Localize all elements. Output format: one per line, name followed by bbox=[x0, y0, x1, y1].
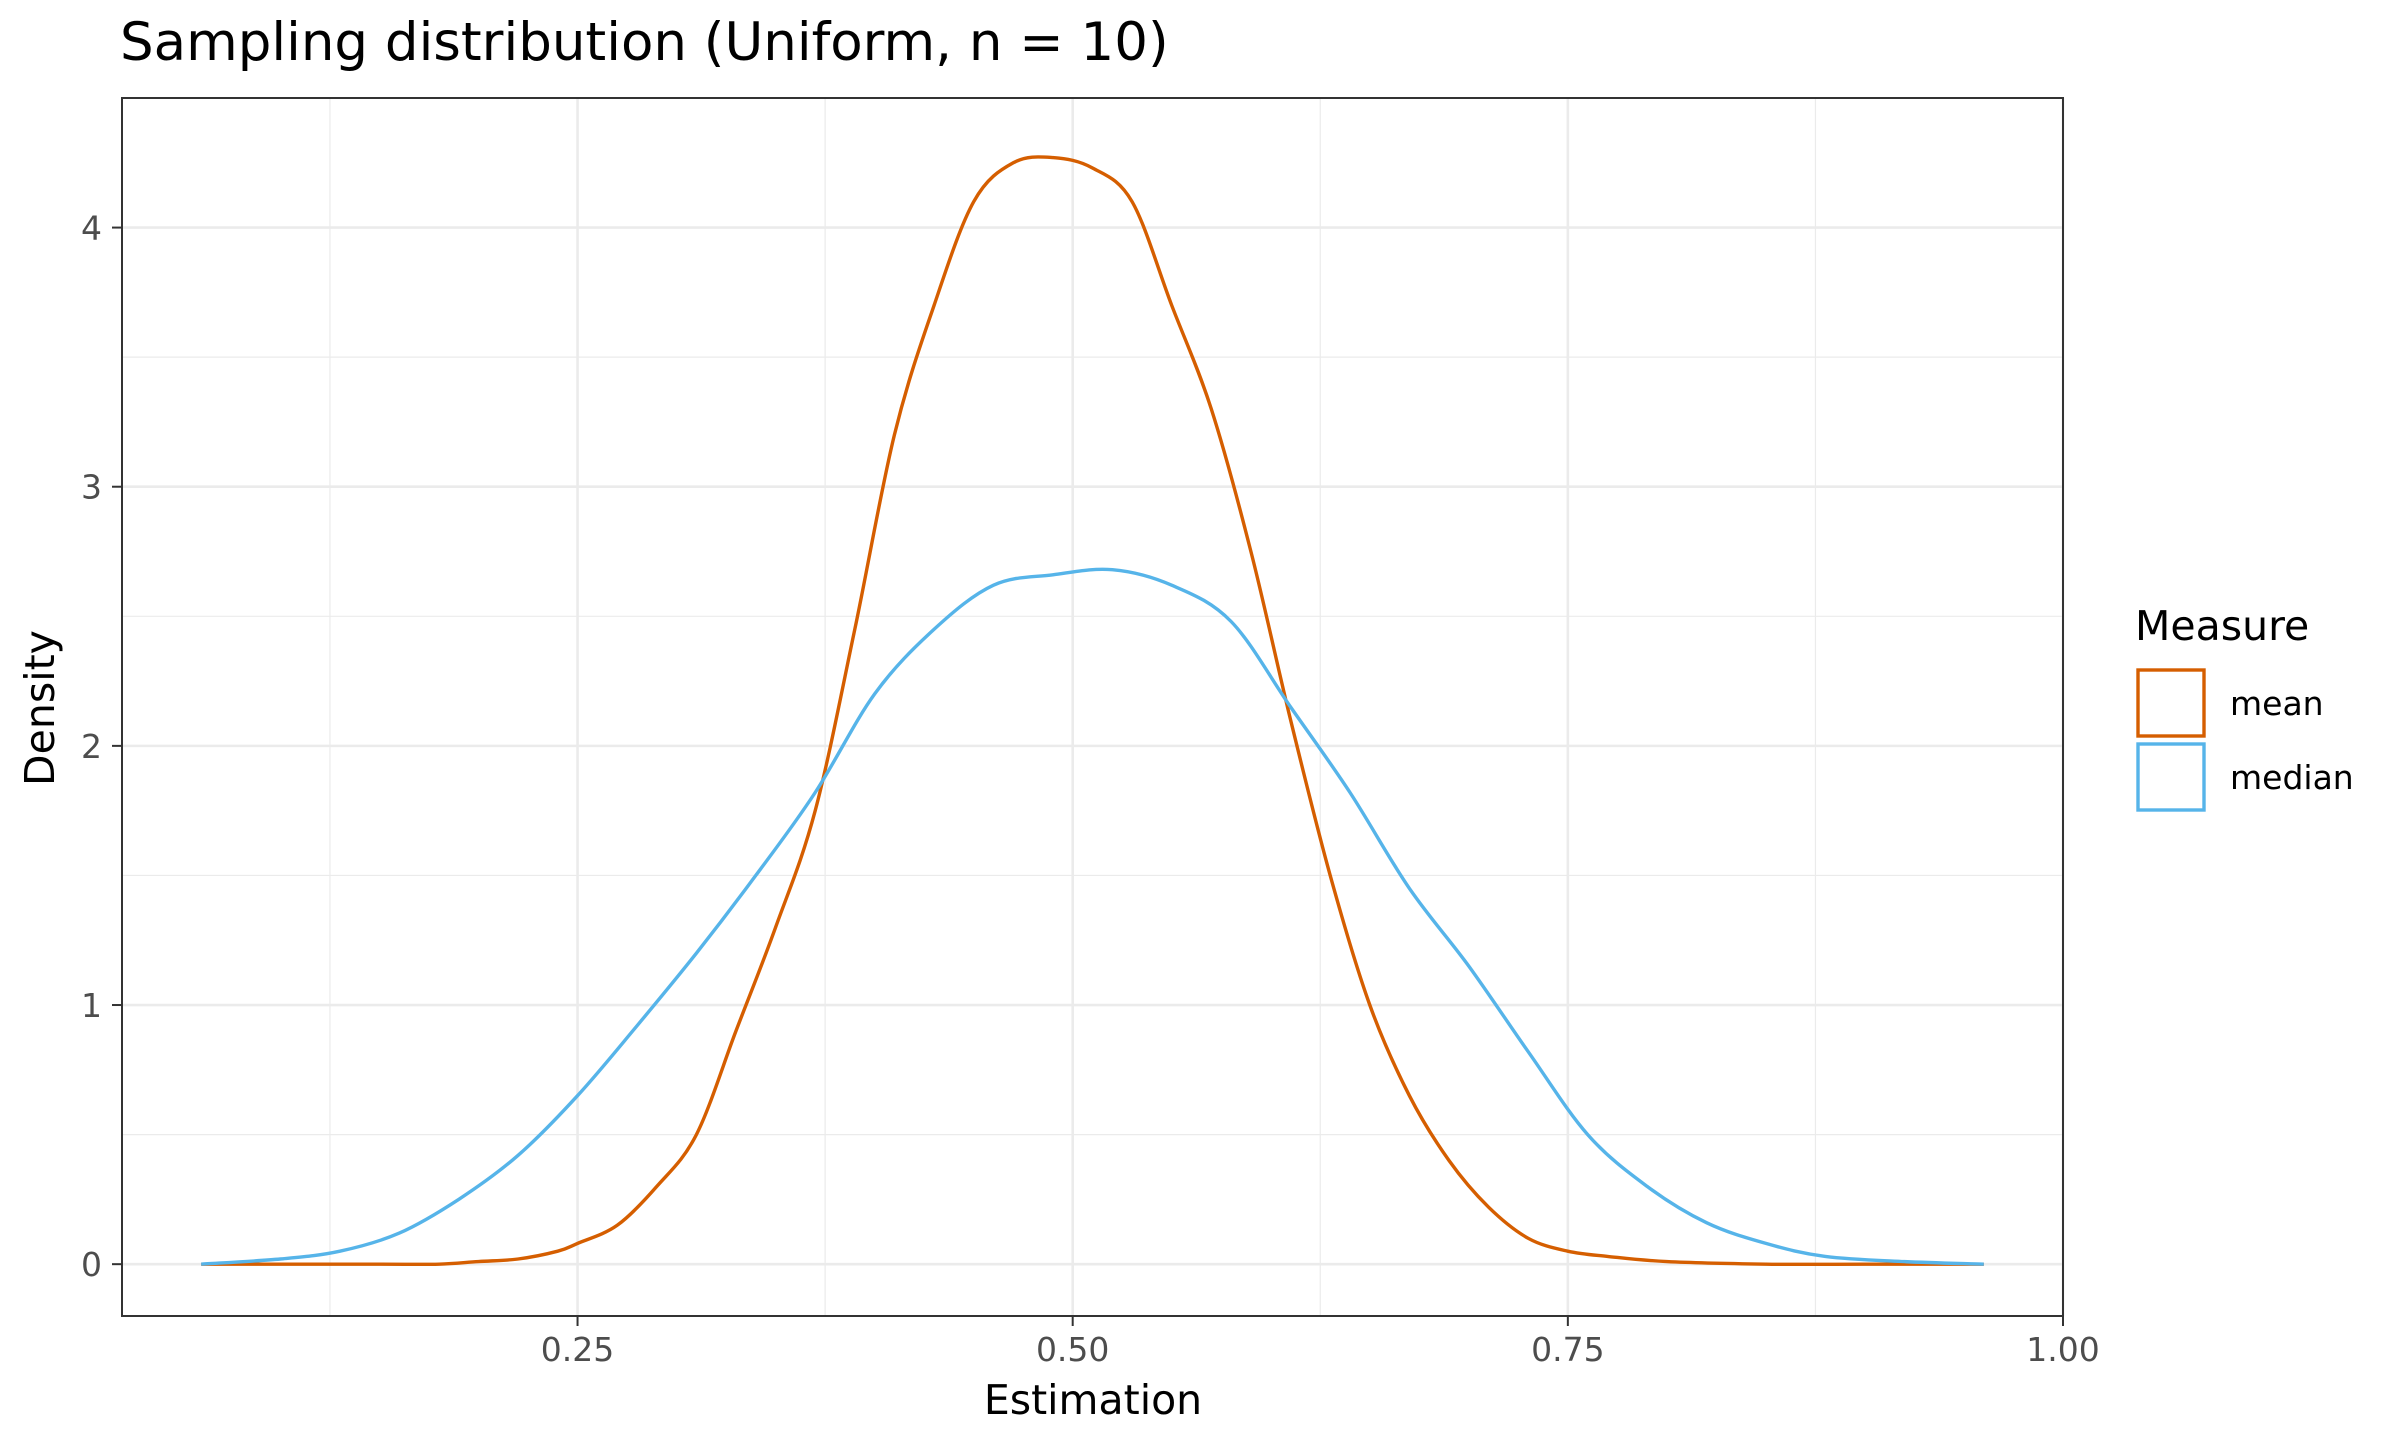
legend-key-median bbox=[2136, 742, 2206, 812]
grid-major bbox=[122, 98, 2065, 1316]
x-tick-label: 0.75 bbox=[1531, 1330, 1604, 1369]
legend: Measure mean median bbox=[2135, 602, 2354, 812]
y-axis-title: Density bbox=[16, 630, 64, 786]
y-tick-label: 3 bbox=[81, 468, 102, 507]
y-tick-label: 0 bbox=[81, 1245, 102, 1284]
y-tick-label: 1 bbox=[81, 986, 102, 1025]
legend-label-median: median bbox=[2230, 758, 2354, 797]
x-axis: 0.25 0.50 0.75 1.00 bbox=[541, 1316, 2100, 1369]
chart-title: Sampling distribution (Uniform, n = 10) bbox=[120, 12, 1169, 73]
density-line-mean bbox=[201, 155, 1984, 1267]
x-tick-label: 0.25 bbox=[541, 1330, 614, 1369]
y-tick-label: 2 bbox=[81, 727, 102, 766]
legend-label-mean: mean bbox=[2230, 684, 2324, 723]
legend-key-mean bbox=[2136, 668, 2206, 738]
legend-title: Measure bbox=[2135, 602, 2309, 650]
density-line-median bbox=[201, 567, 1984, 1266]
series-layer bbox=[201, 155, 1984, 1267]
y-axis: 0 1 2 3 4 bbox=[81, 209, 122, 1284]
plot-panel-border bbox=[121, 97, 2064, 1317]
x-tick-label: 0.50 bbox=[1036, 1330, 1109, 1369]
x-tick-label: 1.00 bbox=[2026, 1330, 2099, 1369]
y-tick-label: 4 bbox=[81, 209, 102, 248]
grid-minor bbox=[122, 98, 2063, 1316]
x-axis-title: Estimation bbox=[984, 1376, 1202, 1424]
